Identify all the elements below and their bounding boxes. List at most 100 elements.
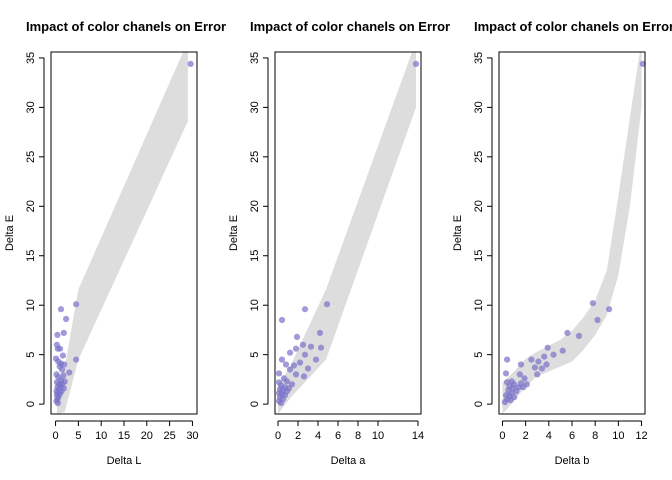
- data-point: [283, 378, 291, 385]
- x-axis-label: Delta b: [555, 455, 590, 467]
- y-axis-label: Delta E: [4, 215, 16, 251]
- data-point: [594, 316, 601, 324]
- x-tick-label: 8: [592, 430, 598, 442]
- y-tick-label: 35: [249, 52, 261, 64]
- data-point: [516, 371, 524, 378]
- data-point: [531, 364, 539, 371]
- data-point: [323, 301, 331, 308]
- data-point: [564, 329, 571, 336]
- y-tick-label: 10: [249, 299, 261, 311]
- y-tick-label: 35: [473, 52, 485, 64]
- data-point: [589, 300, 597, 307]
- y-tick-label: 25: [249, 151, 261, 163]
- data-point: [550, 351, 557, 358]
- confidence-band: [278, 52, 416, 414]
- x-tick-label: 20: [141, 430, 153, 442]
- data-point: [293, 333, 301, 340]
- data-point: [535, 358, 542, 365]
- y-tick-label: 30: [473, 101, 485, 113]
- y-tick-label: 0: [473, 401, 485, 407]
- data-point: [286, 349, 294, 356]
- x-tick-label: 15: [118, 430, 130, 442]
- y-tick-label: 15: [25, 250, 37, 262]
- data-point: [534, 371, 541, 378]
- y-tick-label: 20: [249, 200, 261, 212]
- data-point: [290, 362, 298, 369]
- chart-panel-3: 0 5 10 15 20 25 30 35 0 2 4 6 8 10 12 Impact of color c…: [452, 19, 672, 467]
- data-point: [278, 356, 286, 363]
- data-point: [513, 388, 520, 395]
- data-point: [299, 341, 307, 348]
- x-tick-label: 30: [186, 430, 198, 442]
- x-tick-label: 10: [612, 430, 624, 442]
- data-point: [575, 332, 583, 339]
- x-tick-label: 0: [275, 430, 281, 442]
- y-tick-label: 0: [249, 401, 261, 407]
- confidence-band: [502, 52, 642, 414]
- y-tick-label: 15: [249, 250, 261, 262]
- data-point: [282, 361, 290, 368]
- data-point: [301, 351, 309, 358]
- data-point: [517, 361, 525, 368]
- data-point: [300, 373, 308, 380]
- x-tick-label: 12: [635, 430, 647, 442]
- data-point: [301, 306, 309, 313]
- y-tick-label: 5: [249, 352, 261, 358]
- data-point: [73, 356, 80, 363]
- x-tick-label: 0: [53, 430, 59, 442]
- data-point: [63, 315, 70, 323]
- data-point: [58, 366, 66, 373]
- y-tick-label: 10: [25, 299, 37, 311]
- y-tick-label: 0: [25, 401, 37, 407]
- data-point: [187, 60, 194, 67]
- y-tick-label: 5: [25, 352, 37, 358]
- data-point: [60, 329, 67, 336]
- chart-panel-2: 0 5 10 15 20 25 30 35 0 2 4 6 8 10 14 Impact of color c…: [228, 19, 450, 467]
- y-axis-label: Delta E: [452, 215, 464, 251]
- x-tick-label: 8: [355, 430, 361, 442]
- data-point: [278, 316, 286, 324]
- data-point: [275, 370, 283, 377]
- data-point: [606, 306, 613, 313]
- data-point: [543, 361, 550, 368]
- data-point: [639, 60, 646, 67]
- data-point: [412, 60, 420, 67]
- plot-frame: [50, 51, 198, 415]
- chart-title: Impact of color chanels on Error: [250, 19, 450, 34]
- data-point: [316, 329, 324, 336]
- y-tick-label: 10: [473, 299, 485, 311]
- y-tick-label: 30: [25, 101, 37, 113]
- chart-title: Impact of color chanels on Error: [26, 19, 226, 34]
- y-tick-label: 25: [25, 151, 37, 163]
- data-point: [541, 353, 548, 360]
- data-point: [292, 371, 300, 378]
- x-tick-label: 10: [372, 430, 384, 442]
- x-axis-label: Delta L: [107, 455, 142, 467]
- x-tick-label: 0: [499, 430, 505, 442]
- data-point: [538, 365, 546, 372]
- data-point: [504, 356, 511, 363]
- data-point: [59, 352, 66, 359]
- y-tick-label: 15: [473, 250, 485, 262]
- data-point: [54, 331, 61, 338]
- data-point: [60, 372, 67, 379]
- y-tick-label: 20: [473, 200, 485, 212]
- confidence-band: [56, 52, 188, 414]
- data-point: [296, 359, 304, 366]
- x-tick-label: 4: [315, 430, 321, 442]
- data-point: [277, 400, 285, 407]
- data-point: [559, 347, 566, 354]
- y-tick-label: 5: [473, 352, 485, 358]
- data-point: [73, 301, 80, 308]
- x-tick-label: 2: [295, 430, 301, 442]
- data-point: [520, 384, 527, 391]
- x-tick-label: 25: [164, 430, 176, 442]
- x-tick-label: 10: [95, 430, 107, 442]
- data-point: [286, 366, 294, 373]
- x-tick-label: 2: [523, 430, 529, 442]
- data-point: [66, 369, 73, 376]
- data-point: [528, 356, 535, 363]
- y-tick-label: 25: [473, 151, 485, 163]
- x-tick-label: 6: [569, 430, 575, 442]
